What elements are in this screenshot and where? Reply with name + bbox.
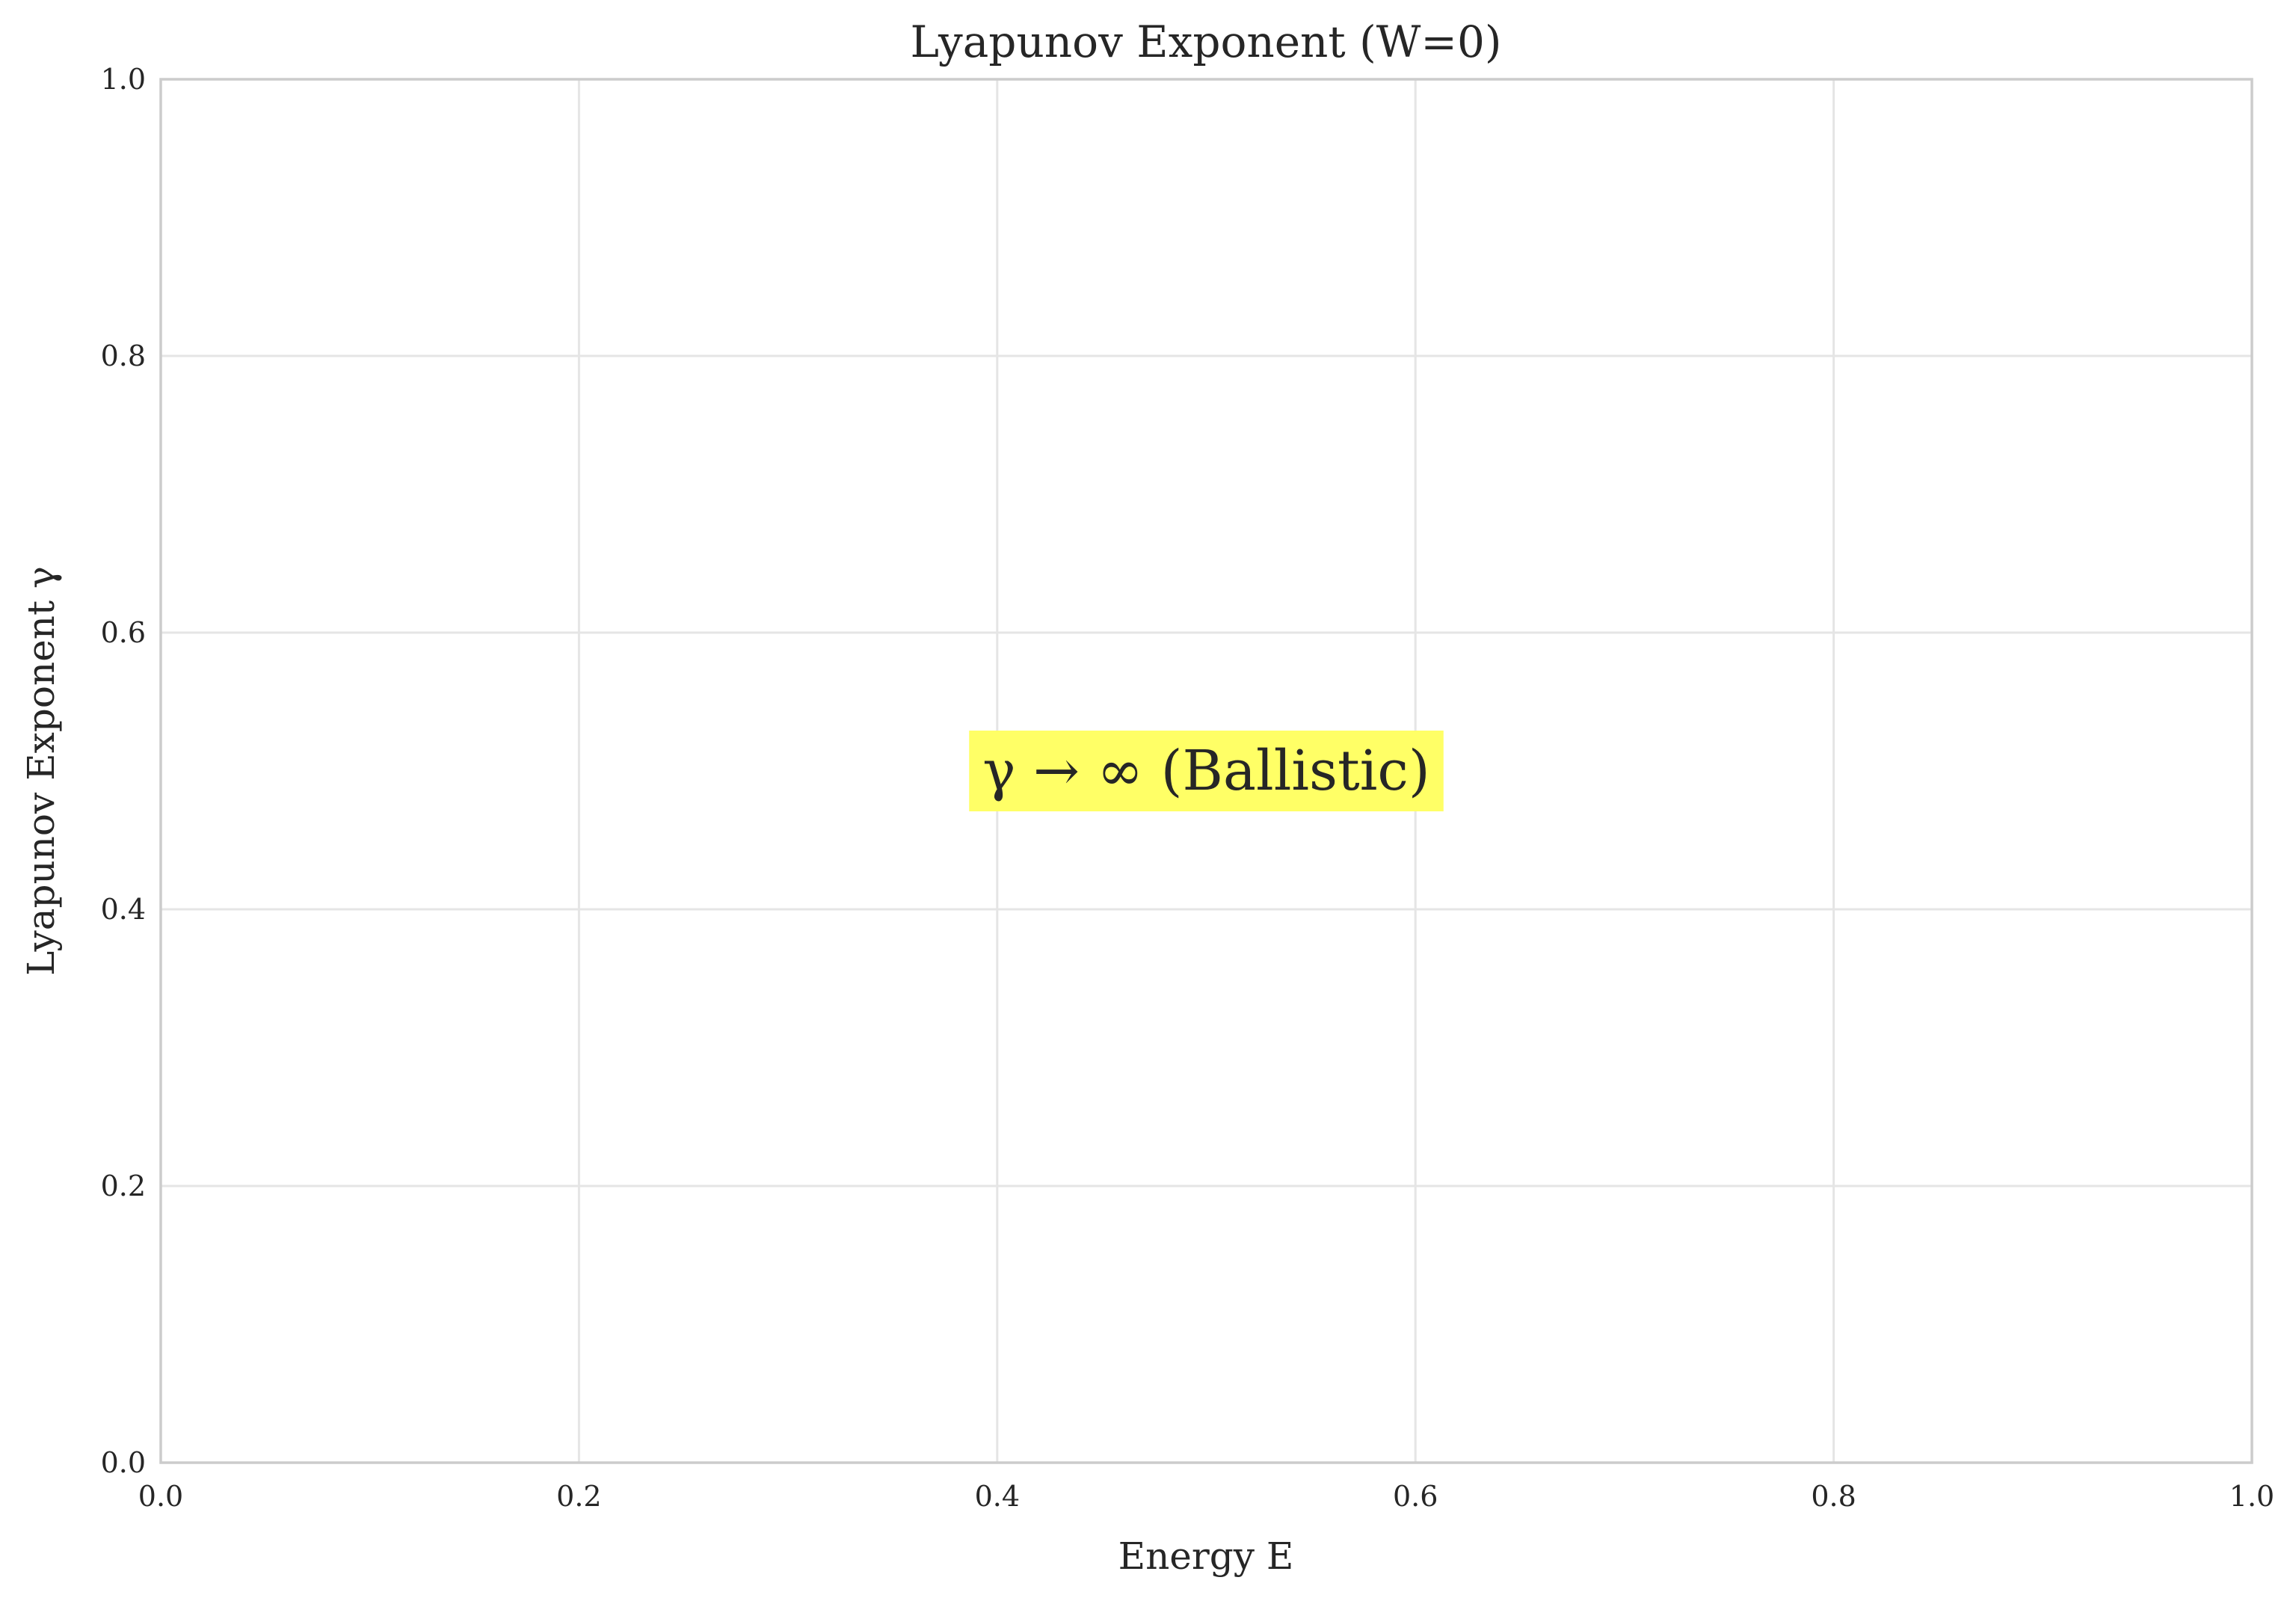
y-tick-label-3: 0.6: [101, 616, 146, 649]
x-tick-labels: 0.0 0.2 0.4 0.6 0.8 1.0: [138, 1480, 2274, 1513]
x-tick-label-0: 0.0: [138, 1480, 183, 1513]
x-tick-label-3: 0.6: [1393, 1480, 1438, 1513]
annotation-text-0: γ → ∞ (Ballistic): [982, 739, 1430, 803]
chart-title: Lyapunov Exponent (W=0): [910, 16, 1501, 67]
y-tick-label-0: 0.0: [101, 1446, 146, 1479]
y-tick-label-2: 0.4: [101, 893, 146, 926]
y-tick-label-1: 0.2: [101, 1170, 146, 1202]
annotation-0: γ → ∞ (Ballistic): [969, 731, 1444, 811]
plot-frame: [159, 78, 2253, 1464]
x-tick-label-1: 0.2: [556, 1480, 601, 1513]
y-tick-labels: 0.0 0.2 0.4 0.6 0.8 1.0: [101, 63, 146, 1479]
y-tick-label-4: 0.8: [101, 339, 146, 372]
x-tick-label-2: 0.4: [975, 1480, 1020, 1513]
annotations: γ → ∞ (Ballistic): [969, 731, 1444, 811]
annotation-box-0: [969, 731, 1444, 811]
x-tick-label-5: 1.0: [2229, 1480, 2274, 1513]
x-axis-label: Energy E: [1118, 1534, 1294, 1578]
y-axis-label: Lyapunov Exponent γ: [19, 566, 63, 976]
x-tick-label-4: 0.8: [1811, 1480, 1856, 1513]
y-tick-label-5: 1.0: [101, 63, 146, 96]
